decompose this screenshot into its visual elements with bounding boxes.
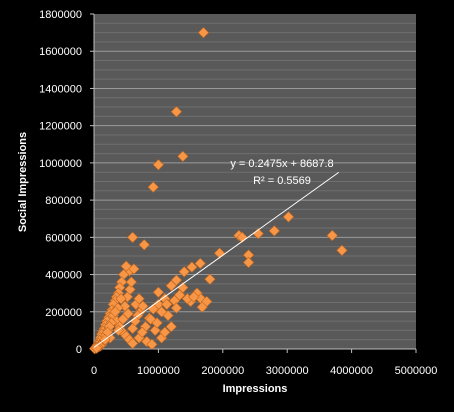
- data-point: [170, 302, 183, 314]
- data-point: [115, 293, 127, 305]
- data-point: [147, 181, 159, 193]
- data-point: [336, 244, 348, 256]
- y-tick-label: 1600000: [39, 46, 82, 58]
- data-point: [146, 338, 158, 350]
- data-point: [268, 225, 280, 237]
- data-point: [125, 276, 137, 288]
- data-point: [188, 291, 200, 303]
- data-point: [213, 247, 226, 259]
- y-tick-label: 400000: [45, 270, 82, 282]
- data-point: [141, 335, 153, 348]
- data-point: [204, 273, 216, 285]
- data-point: [155, 306, 168, 318]
- data-point: [165, 280, 177, 292]
- data-point: [109, 306, 121, 318]
- data-point: [136, 326, 148, 338]
- y-axis-title: Social Impressions: [17, 132, 29, 232]
- data-point: [282, 211, 295, 223]
- y-tick-label: 600000: [45, 232, 82, 244]
- trendline: [93, 171, 340, 348]
- y-tick-label: 1800000: [39, 9, 82, 21]
- y-tick-labels: 0 200000 400000 600000 800000 1000000 1200000 1…: [39, 9, 82, 356]
- data-point: [196, 301, 208, 313]
- x-tick-label: 4000000: [330, 365, 373, 377]
- data-point: [161, 298, 173, 310]
- x-tick-labels: 0 1000000 2000000 3000000 4000000 5000000: [91, 365, 437, 377]
- y-tick-label: 0: [76, 344, 82, 356]
- y-tick-label: 1400000: [39, 83, 82, 95]
- trendline-r-squared: R² = 0.5569: [253, 175, 311, 187]
- data-point: [178, 266, 190, 278]
- data-point: [242, 256, 255, 269]
- data-point: [151, 317, 163, 329]
- data-point: [122, 308, 134, 320]
- data-point: [159, 326, 171, 338]
- x-axis-title: Impressions: [223, 383, 288, 395]
- data-point: [152, 159, 165, 171]
- axes: [90, 13, 417, 353]
- y-tick-label: 200000: [45, 307, 82, 319]
- data-point: [165, 321, 177, 333]
- data-point: [120, 260, 132, 272]
- data-point: [137, 300, 149, 312]
- data-point: [124, 283, 136, 296]
- data-point: [138, 239, 150, 251]
- data-point: [197, 26, 210, 39]
- y-tick-label: 1000000: [39, 158, 82, 170]
- y-tick-label: 1200000: [39, 121, 82, 133]
- data-point: [170, 106, 183, 118]
- x-tick-label: 1000000: [137, 365, 180, 377]
- data-point: [186, 261, 198, 273]
- data-point: [127, 231, 139, 243]
- gridlines: [94, 22, 416, 341]
- data-point: [90, 342, 103, 354]
- x-tick-label: 2000000: [201, 365, 244, 377]
- x-tick-label: 0: [91, 365, 97, 377]
- data-points: [89, 26, 348, 355]
- y-tick-label: 800000: [45, 195, 82, 207]
- trendline-equation: y = 0.2475x + 8687.8: [230, 158, 333, 170]
- x-tick-label: 3000000: [266, 365, 309, 377]
- data-point: [152, 286, 165, 298]
- data-point: [127, 322, 139, 335]
- data-point: [326, 229, 338, 242]
- data-point: [194, 257, 206, 270]
- x-tick-label: 5000000: [395, 365, 438, 377]
- data-point: [127, 337, 139, 350]
- data-point: [133, 293, 145, 305]
- data-point: [177, 150, 189, 162]
